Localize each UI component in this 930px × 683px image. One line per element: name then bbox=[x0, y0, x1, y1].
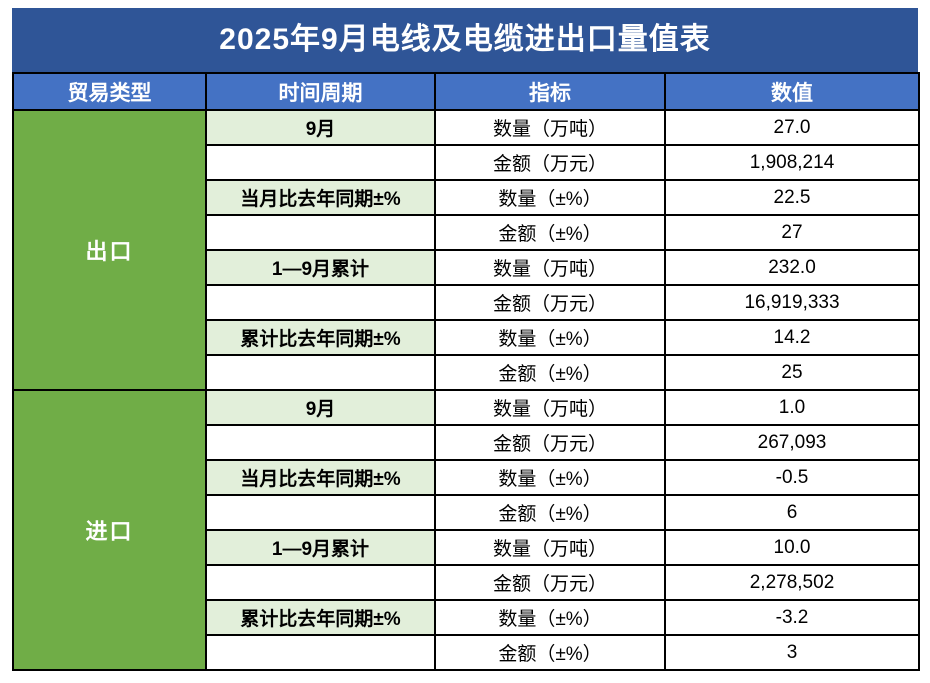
value-cell: 6 bbox=[664, 494, 920, 531]
table-row: 金额（±%） 3 bbox=[13, 634, 920, 671]
period-cell: 当月比去年同期±% bbox=[205, 179, 436, 216]
table-row: 当月比去年同期±% 数量（±%） 22.5 bbox=[13, 179, 920, 216]
value-cell: 25 bbox=[664, 354, 920, 391]
value-cell: 14.2 bbox=[664, 319, 920, 356]
indicator-cell: 数量（±%） bbox=[434, 599, 666, 636]
value-cell: 1,908,214 bbox=[664, 144, 920, 181]
value-cell: 27.0 bbox=[664, 109, 920, 146]
table-row: 当月比去年同期±% 数量（±%） -0.5 bbox=[13, 459, 920, 496]
period-cell: 9月 bbox=[205, 109, 436, 146]
value-cell: 232.0 bbox=[664, 249, 920, 286]
trade-type-cell-import: 进口 bbox=[12, 389, 207, 671]
period-cell bbox=[205, 354, 436, 391]
indicator-cell: 金额（±%） bbox=[434, 634, 666, 671]
indicator-cell: 数量（±%） bbox=[434, 319, 666, 356]
table-row: 金额（万元） 1,908,214 bbox=[13, 144, 920, 181]
period-cell: 1—9月累计 bbox=[205, 529, 436, 566]
value-cell: 10.0 bbox=[664, 529, 920, 566]
indicator-cell: 金额（±%） bbox=[434, 214, 666, 251]
table-row: 进口 9月 数量（万吨） 1.0 bbox=[12, 389, 920, 671]
value-cell: 267,093 bbox=[664, 424, 920, 461]
period-cell: 累计比去年同期±% bbox=[205, 599, 436, 636]
table-row: 金额（±%） 6 bbox=[13, 494, 920, 531]
trade-type-cell-export: 出口 bbox=[12, 109, 207, 391]
table-row: 金额（万元） 16,919,333 bbox=[13, 284, 920, 321]
indicator-cell: 金额（万元） bbox=[434, 144, 666, 181]
indicator-cell: 数量（万吨） bbox=[434, 389, 666, 426]
indicator-cell: 数量（±%） bbox=[434, 459, 666, 496]
table-row: 金额（±%） 27 bbox=[13, 214, 920, 251]
table-row: 1—9月累计 数量（万吨） 10.0 bbox=[13, 529, 920, 566]
col-header-indicator: 指标 bbox=[434, 72, 666, 111]
indicator-cell: 数量（万吨） bbox=[434, 529, 666, 566]
table-header-row: 贸易类型 时间周期 指标 数值 bbox=[12, 72, 920, 111]
period-cell bbox=[205, 424, 436, 461]
table-row: 金额（±%） 25 bbox=[13, 354, 920, 391]
indicator-cell: 金额（万元） bbox=[434, 284, 666, 321]
value-cell: 27 bbox=[664, 214, 920, 251]
indicator-cell: 金额（万元） bbox=[434, 424, 666, 461]
value-cell: 1.0 bbox=[664, 389, 920, 426]
table-row: 累计比去年同期±% 数量（±%） -3.2 bbox=[13, 599, 920, 636]
table-row: 出口 9月 数量（万吨） 27.0 bbox=[12, 109, 920, 391]
indicator-cell: 数量（万吨） bbox=[434, 109, 666, 146]
period-cell bbox=[205, 284, 436, 321]
value-cell: -0.5 bbox=[664, 459, 920, 496]
table-row: 金额（万元） 267,093 bbox=[13, 424, 920, 461]
period-cell: 1—9月累计 bbox=[205, 249, 436, 286]
period-cell: 累计比去年同期±% bbox=[205, 319, 436, 356]
col-header-value: 数值 bbox=[664, 72, 920, 111]
period-cell bbox=[205, 144, 436, 181]
value-cell: 3 bbox=[664, 634, 920, 671]
col-header-trade-type: 贸易类型 bbox=[12, 72, 207, 111]
indicator-cell: 金额（±%） bbox=[434, 494, 666, 531]
indicator-cell: 数量（±%） bbox=[434, 179, 666, 216]
table-row: 累计比去年同期±% 数量（±%） 14.2 bbox=[13, 319, 920, 356]
period-cell: 当月比去年同期±% bbox=[205, 459, 436, 496]
col-header-period: 时间周期 bbox=[205, 72, 436, 111]
value-cell: 16,919,333 bbox=[664, 284, 920, 321]
period-cell bbox=[205, 214, 436, 251]
value-cell: -3.2 bbox=[664, 599, 920, 636]
indicator-cell: 数量（万吨） bbox=[434, 249, 666, 286]
table-row: 1—9月累计 数量（万吨） 232.0 bbox=[13, 249, 920, 286]
period-cell bbox=[205, 494, 436, 531]
import-export-table: 贸易类型 时间周期 指标 数值 出口 9月 数量（万吨） 27.0 金额（万元）… bbox=[12, 72, 920, 671]
value-cell: 22.5 bbox=[664, 179, 920, 216]
period-cell bbox=[205, 634, 436, 671]
period-cell: 9月 bbox=[205, 389, 436, 426]
value-cell: 2,278,502 bbox=[664, 564, 920, 601]
indicator-cell: 金额（万元） bbox=[434, 564, 666, 601]
table-row: 金额（万元） 2,278,502 bbox=[13, 564, 920, 601]
indicator-cell: 金额（±%） bbox=[434, 354, 666, 391]
table-title: 2025年9月电线及电缆进出口量值表 bbox=[12, 8, 918, 72]
period-cell bbox=[205, 564, 436, 601]
